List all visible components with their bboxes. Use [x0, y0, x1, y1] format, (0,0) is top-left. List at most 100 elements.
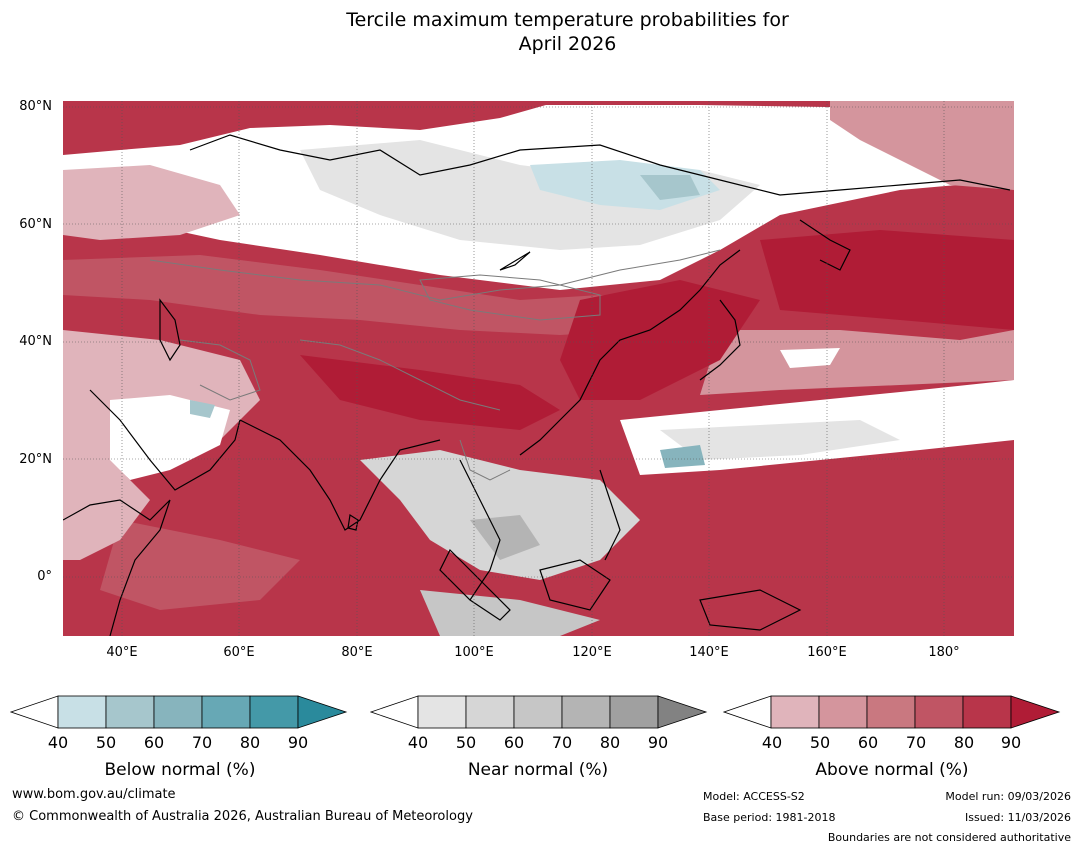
map-title: Tercile maximum temperature probabilitie…: [0, 8, 1081, 56]
lon-label-100e: 100°E: [454, 645, 494, 660]
disclaimer-text: Boundaries are not considered authoritat…: [827, 831, 1071, 844]
border-iran: [179, 339, 261, 401]
horn-africa-white: [63, 470, 150, 560]
colorbar-segment: [609, 695, 659, 729]
pacific-pink-band: [700, 330, 1014, 395]
lon-label-120e: 120°E: [572, 645, 612, 660]
country-boundaries: [149, 249, 721, 481]
cb-below-tick: 90: [287, 733, 309, 752]
colorbar-min-arrow: [723, 695, 772, 729]
cb-near-tick: 60: [503, 733, 525, 752]
coast-japan: [699, 299, 741, 381]
arabia-white: [110, 395, 230, 480]
grey-siberia: [300, 140, 760, 250]
cb-near-tick: 50: [455, 733, 477, 752]
colorbar-above-normal: [723, 695, 1061, 729]
cb-below-tick: 50: [95, 733, 117, 752]
title-line-1: Tercile maximum temperature probabilitie…: [346, 9, 789, 31]
pacific-grey: [660, 420, 900, 460]
colorbar-segment: [561, 695, 611, 729]
colorbar-segment: [914, 695, 964, 729]
colorbar-near-title: Near normal (%): [467, 760, 609, 780]
cb-below-tick: 80: [239, 733, 261, 752]
blue-siberia-dark: [640, 175, 700, 200]
colorbar-segment: [105, 695, 155, 729]
lon-label-80e: 80°E: [341, 645, 373, 660]
title-line-2: April 2026: [518, 33, 617, 55]
indonesia-grey: [420, 590, 600, 636]
coast-sumatra: [439, 548, 511, 621]
coast-borneo: [539, 559, 611, 611]
colorbar-segment: [513, 695, 563, 729]
coast-new-guinea: [699, 589, 802, 631]
coast-baikal: [499, 251, 531, 271]
central-asia-band: [63, 255, 660, 335]
colorbar-below-normal: [10, 695, 348, 729]
cb-above-tick: 70: [905, 733, 927, 752]
cb-near-tick: 80: [599, 733, 621, 752]
base-period-text: Base period: 1981-2018: [703, 811, 836, 824]
coast-east-asia: [519, 249, 741, 456]
border-russia-south: [149, 249, 721, 301]
arctic-above-right: [830, 101, 1014, 190]
coast-caspian: [159, 298, 181, 362]
coastlines: [63, 134, 1011, 636]
border-se-asia: [459, 439, 511, 481]
colorbar-near-normal: [370, 695, 708, 729]
colorbar-segment: [866, 695, 916, 729]
arabia-blue: [190, 400, 215, 418]
cb-above-tick: 50: [809, 733, 831, 752]
gridlines: [63, 101, 1014, 636]
probability-map: [63, 101, 1014, 636]
coast-africa: [63, 499, 171, 636]
pacific-white-small: [780, 348, 840, 368]
lat-label-0: 0°: [37, 569, 52, 584]
coast-arctic: [189, 134, 1011, 196]
issued-text: Issued: 11/03/2026: [964, 811, 1071, 824]
colorbar-segment: [962, 695, 1012, 729]
light-pink-west: [63, 165, 240, 240]
colorbar-segment: [465, 695, 515, 729]
lon-label-180: 180°: [928, 645, 960, 660]
pacific-blue: [660, 445, 705, 468]
colorbar-max-arrow: [297, 695, 348, 729]
colorbar-min-arrow: [370, 695, 419, 729]
coast-se-asia: [459, 459, 501, 601]
lat-label-20n: 20°N: [19, 452, 52, 467]
website-link[interactable]: www.bom.gov.au/climate: [12, 787, 176, 802]
lon-label-160e: 160°E: [807, 645, 847, 660]
coast-india: [239, 419, 441, 531]
north-pacific-dark: [760, 230, 1014, 330]
lat-label-40n: 40°N: [19, 334, 52, 349]
border-mongolia: [419, 274, 601, 321]
arctic-above-top: [63, 101, 560, 155]
east-asia-dark: [560, 280, 760, 400]
model-text: Model: ACCESS-S2: [703, 790, 805, 803]
copyright-text: © Commonwealth of Australia 2026, Austra…: [12, 809, 473, 824]
tibet-dark: [300, 355, 560, 430]
colorbar-max-arrow: [1010, 695, 1061, 729]
colorbar-segment: [249, 695, 299, 729]
cb-above-tick: 90: [1000, 733, 1022, 752]
coast-kamchatka: [799, 219, 851, 271]
colorbar-segment: [818, 695, 868, 729]
border-china-west: [299, 339, 501, 411]
colorbar-min-arrow: [10, 695, 59, 729]
lat-label-80n: 80°N: [19, 99, 52, 114]
colorbar-max-arrow: [657, 695, 708, 729]
lon-label-40e: 40°E: [106, 645, 138, 660]
cb-below-tick: 60: [143, 733, 165, 752]
lat-label-60n: 60°N: [19, 217, 52, 232]
lon-label-140e: 140°E: [689, 645, 729, 660]
colorbar-segment: [57, 695, 107, 729]
cb-above-tick: 40: [761, 733, 783, 752]
colorbar-segment: [153, 695, 203, 729]
cb-near-tick: 40: [407, 733, 429, 752]
coast-arabia: [89, 389, 241, 491]
coast-philippines: [599, 469, 621, 561]
colorbar-segment: [770, 695, 820, 729]
model-run-text: Model run: 09/03/2026: [945, 790, 1071, 803]
colorbar-below-title: Below normal (%): [104, 760, 256, 780]
colorbar-segment: [201, 695, 251, 729]
cb-below-tick: 40: [47, 733, 69, 752]
